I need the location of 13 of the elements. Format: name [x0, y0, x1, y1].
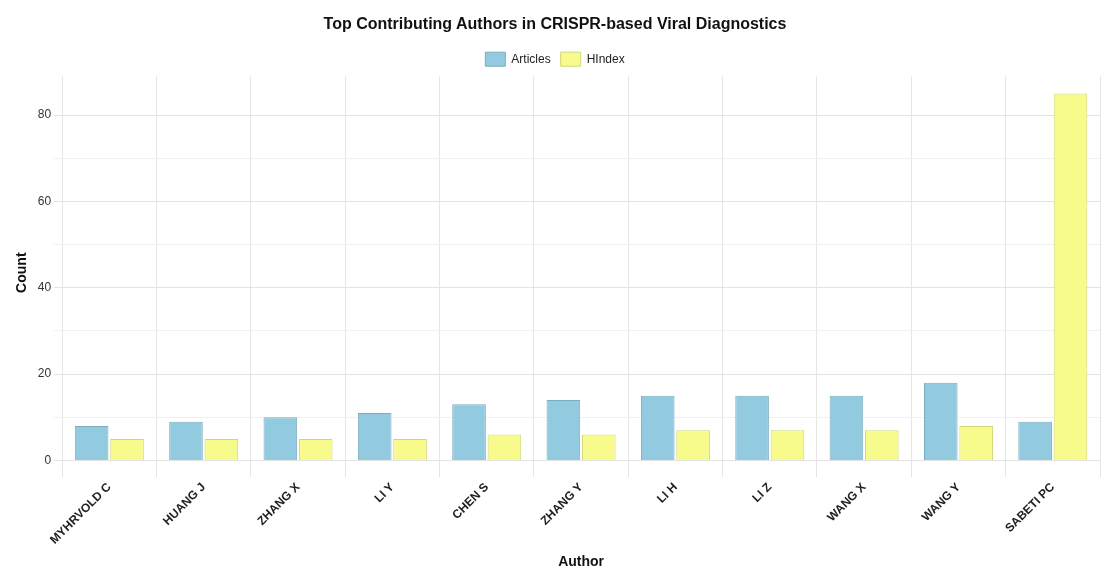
legend-label: HIndex [586, 51, 625, 66]
legend-label: Articles [511, 51, 551, 66]
chart-title: Top Contributing Authors in CRISPR-based Viral Diagnostics [323, 15, 787, 33]
y-tick-label: 0 [44, 452, 52, 467]
y-tick-label: 80 [37, 107, 52, 122]
x-tick-label: LI Y [371, 479, 397, 506]
y-axis-title: Count [13, 252, 30, 293]
x-tick-label: LI H [653, 479, 680, 506]
y-tick-label: 20 [37, 366, 52, 381]
x-tick-label: LI Z [749, 479, 775, 505]
x-axis-title: Author [558, 553, 605, 570]
y-tick-label: 40 [37, 280, 52, 295]
y-tick-label: 60 [37, 193, 52, 208]
